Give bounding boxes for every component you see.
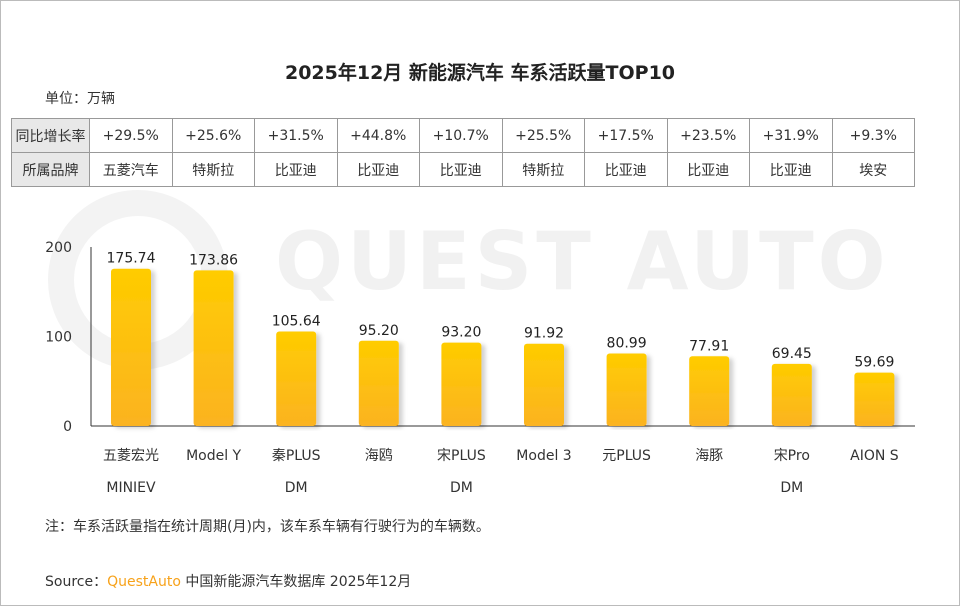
x-tick-label: Model Y [186, 448, 241, 464]
bar-value-label: 105.64 [272, 313, 321, 329]
bar [606, 353, 647, 426]
source-brand: QuestAuto [107, 574, 181, 590]
bar-value-label: 91.92 [524, 326, 564, 342]
info-table: 同比增长率 +29.5% +25.6% +31.5% +44.8% +10.7% +25.5… [11, 118, 915, 187]
bar-value-label: 59.69 [854, 355, 894, 371]
bar-value-label: 93.20 [441, 325, 481, 341]
growth-cell: +23.5% [666, 118, 750, 153]
brand-cell: 五菱汽车 [89, 152, 173, 187]
growth-cell: +25.6% [171, 118, 255, 153]
bar [771, 363, 812, 426]
unit-label: 单位：万辆 [45, 91, 115, 107]
x-tick-label: MINIEV [106, 480, 156, 496]
bar-value-label: 175.74 [107, 251, 156, 267]
brand-cell: 比亚迪 [419, 152, 503, 187]
source-line: Source：QuestAuto 中国新能源汽车数据库 2025年12月 [45, 571, 411, 591]
x-tick-label: Model 3 [516, 448, 571, 464]
growth-cell: +10.7% [419, 118, 503, 153]
bar [524, 343, 564, 426]
bar [193, 270, 234, 426]
y-tick-label: 200 [45, 240, 72, 256]
x-tick-label: DM [285, 480, 308, 496]
y-tick-label: 0 [63, 419, 72, 435]
watermark-text: QUEST AUTO [275, 215, 890, 308]
x-tick-label: 元PLUS [602, 448, 651, 464]
brand-cell: 特斯拉 [171, 152, 255, 187]
brand-cell: 比亚迪 [336, 152, 420, 187]
x-tick-label: DM [450, 480, 473, 496]
bar-value-label: 77.91 [689, 338, 729, 354]
brand-row: 所属品牌 五菱汽车 特斯拉 比亚迪 比亚迪 比亚迪 特斯拉 比亚迪 比亚迪 比亚迪 埃安 [11, 152, 915, 187]
row-header-brand: 所属品牌 [11, 152, 90, 187]
growth-cell: +29.5% [89, 118, 173, 153]
bar-value-label: 173.86 [189, 252, 238, 268]
brand-cell: 特斯拉 [501, 152, 585, 187]
chart-title: 2025年12月 新能源汽车 车系活跃量TOP10 [284, 62, 676, 84]
bar [358, 340, 399, 426]
bar-value-label: 80.99 [607, 336, 647, 352]
brand-cell: 比亚迪 [666, 152, 750, 187]
x-tick-label: 五菱宏光 [103, 448, 159, 464]
x-tick-label: 海豚 [695, 448, 723, 464]
bar [854, 372, 895, 426]
growth-cell: +17.5% [584, 118, 668, 153]
growth-cell: +31.5% [254, 118, 338, 153]
brand-cell: 比亚迪 [584, 152, 668, 187]
growth-row: 同比增长率 +29.5% +25.6% +31.5% +44.8% +10.7% +25.5… [11, 118, 915, 153]
x-tick-label: 宋Pro [774, 448, 810, 464]
source-text: 中国新能源汽车数据库 2025年12月 [180, 574, 412, 590]
brand-cell: 比亚迪 [749, 152, 833, 187]
bar-value-label: 69.45 [772, 346, 812, 362]
bar [441, 342, 482, 426]
x-tick-label: 秦PLUS [272, 448, 321, 464]
bar [111, 268, 151, 426]
row-header-growth: 同比增长率 [11, 118, 90, 153]
growth-cell: +31.9% [749, 118, 833, 153]
y-tick-label: 100 [45, 330, 72, 346]
bar [276, 331, 317, 426]
x-tick-label: 海鸥 [365, 447, 393, 464]
footnote: 注：车系活跃量指在统计周期(月)内，该车系车辆有行驶行为的车辆数。 [45, 519, 490, 535]
x-tick-label: DM [780, 480, 803, 496]
bar [689, 356, 730, 426]
brand-cell: 埃安 [831, 152, 915, 187]
source-prefix: Source： [45, 574, 108, 590]
bar-value-label: 95.20 [359, 323, 399, 339]
x-tick-label: AION S [850, 448, 899, 464]
brand-cell: 比亚迪 [254, 152, 338, 187]
x-tick-label: 宋PLUS [437, 448, 486, 464]
